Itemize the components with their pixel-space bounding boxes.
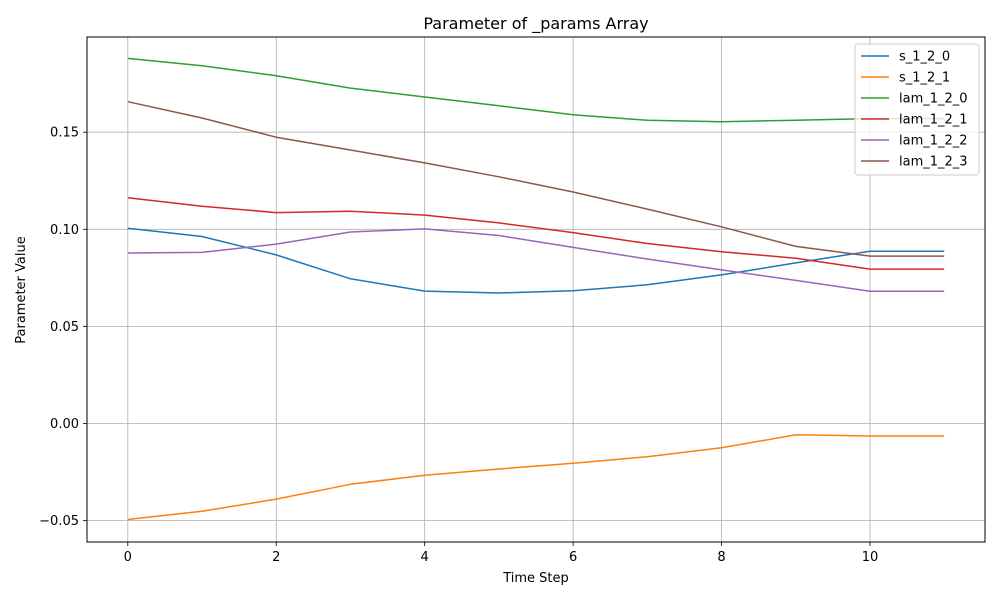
axis-ticks: 0 2 4 6 8 10 −0.05 0.00 0.05 0.10 0.15	[39, 126, 878, 565]
series-line-lam_1_2_1	[127, 197, 945, 270]
legend-label: lam_1_2_3	[899, 155, 968, 170]
legend: s_1_2_0 s_1_2_1 lam_1_2_0 lam_1_2_1 lam_1_2_…	[854, 43, 980, 176]
legend-label: lam_1_2_0	[899, 92, 968, 107]
y-tick-label: 0.05	[50, 320, 79, 335]
y-tick-label: 0.00	[50, 417, 79, 432]
legend-label: s_1_2_1	[899, 71, 950, 86]
series-line-s_1_2_0	[127, 227, 945, 294]
legend-label: s_1_2_0	[899, 50, 950, 65]
plot-frame	[86, 36, 986, 543]
y-tick-label: 0.15	[50, 126, 79, 141]
series-line-s_1_2_1	[127, 434, 945, 521]
legend-label: lam_1_2_1	[899, 113, 968, 128]
y-tick-label: −0.05	[39, 514, 79, 529]
series-line-lam_1_2_3	[127, 100, 945, 257]
x-tick-label: 2	[272, 550, 280, 565]
x-axis-label: Time Step	[502, 571, 569, 586]
x-tick-label: 4	[421, 550, 429, 565]
series-lines	[127, 57, 945, 521]
y-tick-label: 0.10	[50, 223, 79, 238]
x-tick-label: 8	[717, 550, 725, 565]
x-tick-label: 6	[569, 550, 577, 565]
x-tick-label: 0	[124, 550, 132, 565]
legend-label: lam_1_2_2	[899, 134, 968, 149]
series-line-lam_1_2_2	[127, 228, 945, 292]
x-tick-label: 10	[862, 550, 879, 565]
chart-title: Parameter of _params Array	[423, 14, 648, 34]
series-line-lam_1_2_0	[127, 57, 945, 123]
y-axis-label: Parameter Value	[14, 236, 29, 343]
